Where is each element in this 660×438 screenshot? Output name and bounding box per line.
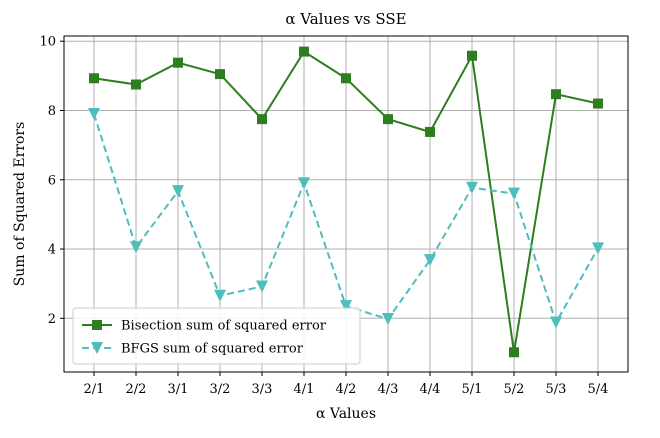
data-point <box>173 57 183 68</box>
x-tick-label: 5/2 <box>504 382 525 397</box>
y-tick-label: 2 <box>48 312 56 327</box>
x-tick-label: 3/3 <box>252 382 273 397</box>
data-point <box>467 50 477 61</box>
data-point <box>382 313 394 326</box>
legend-item: BFGS sum of squared error <box>82 342 304 357</box>
data-point <box>88 107 100 120</box>
data-point <box>341 73 351 84</box>
legend-marker <box>92 320 102 330</box>
data-point <box>509 347 519 358</box>
data-point <box>215 69 225 80</box>
x-tick-label: 4/1 <box>294 382 315 397</box>
data-point <box>425 126 435 137</box>
data-point <box>592 242 604 255</box>
data-point <box>257 114 267 125</box>
legend-label: BFGS sum of squared error <box>121 342 304 357</box>
x-tick-label: 5/1 <box>462 382 483 397</box>
x-tick-label: 5/3 <box>546 382 567 397</box>
data-point <box>466 181 478 194</box>
x-tick-label: 2/1 <box>84 382 105 397</box>
legend: Bisection sum of squared error BFGS sum o… <box>72 307 361 365</box>
x-tick-label: 4/2 <box>336 382 357 397</box>
data-point <box>214 289 226 302</box>
data-point <box>340 300 352 313</box>
data-point <box>383 114 393 125</box>
x-tick-label: 5/4 <box>588 382 609 397</box>
data-point <box>551 89 561 100</box>
legend-label: Bisection sum of squared error <box>121 319 327 334</box>
x-tick-label: 2/2 <box>126 382 147 397</box>
y-axis-label: Sum of Squared Errors <box>12 122 28 287</box>
x-tick-label: 4/3 <box>378 382 399 397</box>
data-point <box>298 177 310 190</box>
data-point <box>593 98 603 109</box>
data-point <box>299 46 309 57</box>
axes: 2/1 2/2 3/1 3/2 3/3 4/1 4/2 4/3 4/4 5/1 5/2 5/3 5/4 2… <box>39 35 608 397</box>
legend-item: Bisection sum of squared error <box>82 319 327 334</box>
series-layer <box>88 46 604 358</box>
x-axis-label: α Values <box>316 406 376 422</box>
data-point <box>508 187 520 200</box>
series-2 <box>88 107 604 329</box>
y-tick-label: 4 <box>48 243 56 258</box>
x-tick-label: 4/4 <box>420 382 441 397</box>
data-point <box>89 73 99 84</box>
x-tick-label: 3/1 <box>168 382 189 397</box>
data-point <box>130 241 142 254</box>
data-point <box>550 316 562 329</box>
legend-marker <box>91 342 103 354</box>
data-point <box>172 185 184 198</box>
data-point <box>424 254 436 267</box>
x-tick-label: 3/2 <box>210 382 231 397</box>
y-tick-label: 10 <box>39 35 56 50</box>
y-tick-label: 6 <box>48 173 56 188</box>
series-1 <box>89 46 603 358</box>
data-point <box>256 280 268 293</box>
legend-box <box>72 307 361 365</box>
y-tick-label: 8 <box>48 104 56 119</box>
data-point <box>131 79 141 90</box>
chart-title: α Values vs SSE <box>285 10 406 28</box>
